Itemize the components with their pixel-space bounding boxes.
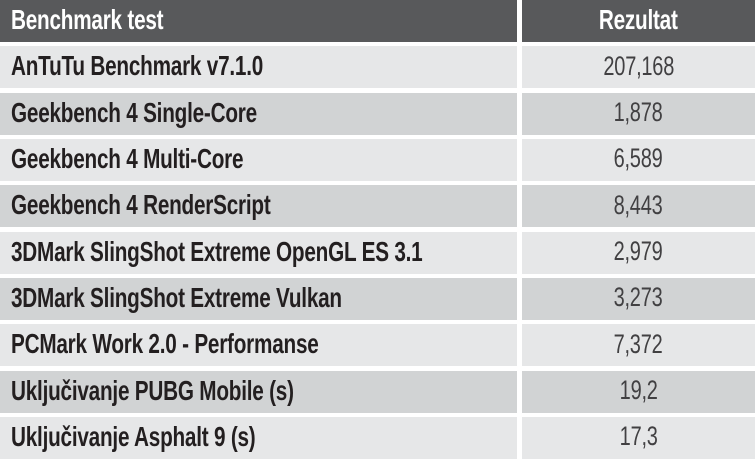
table-row-geekbench-renderscript: Geekbench 4 RenderScript 8,443 xyxy=(0,185,755,228)
benchmark-name: Geekbench 4 Single-Core xyxy=(11,96,257,128)
benchmark-name-cell: 3DMark SlingShot Extreme OpenGL ES 3.1 xyxy=(0,231,517,274)
table-row-3dmark-opengl: 3DMark SlingShot Extreme OpenGL ES 3.1 2… xyxy=(0,231,755,274)
table-row-pubg-launch: Uključivanje PUBG Mobile (s) 19,2 xyxy=(0,370,755,413)
header-cell-rezultat: Rezultat xyxy=(522,0,755,42)
benchmark-result: 6,589 xyxy=(614,143,663,174)
benchmark-result-cell: 3,273 xyxy=(522,277,755,320)
benchmark-result-cell: 8,443 xyxy=(522,185,755,228)
header-label-benchmark-test: Benchmark test xyxy=(11,4,164,35)
benchmark-name: AnTuTu Benchmark v7.1.0 xyxy=(11,50,264,82)
table-header-row: Benchmark test Rezultat xyxy=(0,0,755,42)
benchmark-name: PCMark Work 2.0 - Performanse xyxy=(11,328,319,360)
header-label-rezultat: Rezultat xyxy=(599,4,678,35)
table-row-pcmark: PCMark Work 2.0 - Performanse 7,372 xyxy=(0,324,755,367)
benchmark-result: 19,2 xyxy=(619,375,658,406)
benchmark-result: 2,979 xyxy=(614,236,663,267)
benchmark-name: Geekbench 4 Multi-Core xyxy=(11,142,244,174)
table-row-geekbench-single: Geekbench 4 Single-Core 1,878 xyxy=(0,92,755,135)
benchmark-name-cell: PCMark Work 2.0 - Performanse xyxy=(0,324,517,367)
benchmark-result: 7,372 xyxy=(614,328,663,359)
benchmark-result: 17,3 xyxy=(619,421,658,452)
benchmark-result-cell: 7,372 xyxy=(522,324,755,367)
benchmark-name-cell: 3DMark SlingShot Extreme Vulkan xyxy=(0,277,517,320)
table-row-3dmark-vulkan: 3DMark SlingShot Extreme Vulkan 3,273 xyxy=(0,277,755,320)
table-row-geekbench-multi: Geekbench 4 Multi-Core 6,589 xyxy=(0,138,755,181)
benchmark-name: Geekbench 4 RenderScript xyxy=(11,189,271,221)
table-row-asphalt-launch: Uključivanje Asphalt 9 (s) 17,3 xyxy=(0,416,755,459)
benchmark-name-cell: Geekbench 4 Multi-Core xyxy=(0,138,517,181)
benchmark-name: 3DMark SlingShot Extreme OpenGL ES 3.1 xyxy=(11,235,423,267)
benchmark-result-cell: 19,2 xyxy=(522,370,755,413)
benchmark-result-cell: 2,979 xyxy=(522,231,755,274)
benchmark-result: 3,273 xyxy=(614,282,663,313)
benchmark-name: Uključivanje PUBG Mobile (s) xyxy=(11,374,294,406)
header-cell-benchmark-test: Benchmark test xyxy=(0,0,517,42)
benchmark-name-cell: Geekbench 4 Single-Core xyxy=(0,92,517,135)
benchmark-name-cell: Geekbench 4 RenderScript xyxy=(0,185,517,228)
benchmark-name-cell: Uključivanje PUBG Mobile (s) xyxy=(0,370,517,413)
table-row-antutu: AnTuTu Benchmark v7.1.0 207,168 xyxy=(0,46,755,89)
benchmark-result-cell: 17,3 xyxy=(522,416,755,459)
benchmark-result: 1,878 xyxy=(614,97,663,128)
benchmark-result-cell: 207,168 xyxy=(522,46,755,89)
benchmark-result-cell: 1,878 xyxy=(522,92,755,135)
benchmark-result-cell: 6,589 xyxy=(522,138,755,181)
benchmark-name-cell: AnTuTu Benchmark v7.1.0 xyxy=(0,46,517,89)
benchmark-name: Uključivanje Asphalt 9 (s) xyxy=(11,420,256,452)
benchmark-result: 8,443 xyxy=(614,189,663,220)
benchmark-name-cell: Uključivanje Asphalt 9 (s) xyxy=(0,416,517,459)
benchmark-result: 207,168 xyxy=(603,50,674,81)
benchmark-name: 3DMark SlingShot Extreme Vulkan xyxy=(11,281,342,313)
